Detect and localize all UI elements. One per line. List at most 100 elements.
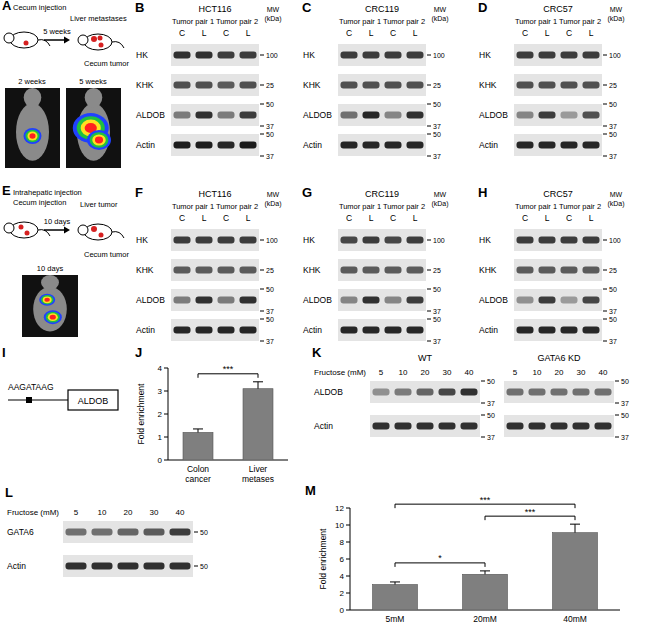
signal-blob — [87, 130, 111, 150]
mw-title: MW — [610, 6, 623, 13]
band — [439, 423, 456, 430]
lane-label: L — [413, 28, 418, 38]
band — [196, 142, 213, 149]
band — [551, 423, 568, 430]
injection-label: Cecum injection — [13, 198, 66, 207]
significance-label: *** — [480, 495, 491, 505]
tumor-label: Cecum tumor — [84, 250, 130, 259]
band — [385, 52, 402, 59]
band — [341, 297, 358, 304]
band — [218, 327, 235, 334]
signal-blob — [90, 132, 109, 148]
row-label: KHK — [136, 265, 154, 275]
blot-strip — [171, 289, 259, 311]
plot-area — [183, 382, 273, 460]
blot-strip — [514, 319, 602, 341]
band — [363, 327, 380, 334]
panel-letter: M — [305, 483, 316, 498]
cell-line: CRC57 — [543, 189, 573, 199]
row-label: Actin — [303, 140, 322, 150]
blot-strip — [514, 289, 602, 311]
mw-tick — [603, 240, 607, 241]
mw-label: 50 — [609, 131, 617, 138]
mw-tick — [427, 289, 431, 290]
band — [517, 267, 534, 274]
error-cap — [390, 581, 400, 582]
band — [385, 82, 402, 89]
dose-label: 20 — [555, 368, 564, 377]
mw-tick — [615, 415, 619, 416]
lane-label: C — [346, 213, 352, 223]
signal-blob — [24, 128, 42, 144]
band — [517, 327, 534, 334]
band — [407, 237, 424, 244]
panel-letter: B — [135, 0, 144, 15]
band — [561, 237, 578, 244]
mw-tick — [260, 289, 264, 290]
mw-tick — [427, 240, 431, 241]
mw-label: 25 — [433, 267, 441, 274]
pair-label: Tumor pair 2 — [383, 17, 425, 26]
mw-label: 50 — [621, 378, 629, 385]
bli-image — [5, 88, 60, 168]
mw-label: 37 — [266, 153, 274, 160]
y-tick — [346, 559, 350, 560]
mouse-head — [4, 223, 14, 233]
axis-title: Fructose (mM) — [314, 368, 366, 377]
lane-label: C — [522, 213, 528, 223]
y-tick — [346, 610, 350, 611]
band — [218, 52, 235, 59]
band — [118, 529, 139, 536]
significance-bracket — [395, 563, 485, 567]
mw-label: 50 — [609, 286, 617, 293]
lane-label: L — [413, 213, 418, 223]
mw-label: 50 — [266, 286, 274, 293]
band — [341, 52, 358, 59]
blot-strip — [514, 134, 602, 156]
pair-label: Tumor pair 1 — [515, 202, 557, 211]
motif-sequence: AAGATAAG — [8, 382, 54, 392]
lane-label: C — [223, 28, 229, 38]
row-label: Actin — [479, 325, 498, 335]
mw-tick — [260, 341, 264, 342]
band — [341, 142, 358, 149]
lane-label: L — [589, 213, 594, 223]
dose-label: 20 — [421, 368, 430, 377]
band — [539, 142, 556, 149]
band — [517, 52, 534, 59]
blot-strip — [338, 74, 426, 96]
lane-label: C — [179, 28, 185, 38]
group-title: GATA6 KD — [537, 353, 581, 363]
tumor-dot — [99, 233, 104, 238]
mw-label: 25 — [609, 267, 617, 274]
bar — [373, 585, 418, 611]
blot-strip — [504, 381, 614, 403]
row-label: ALDOB — [314, 387, 343, 397]
signal-blob — [92, 134, 105, 145]
injection-label: Cecum injection — [13, 3, 66, 12]
signal-blob — [95, 137, 103, 144]
band — [174, 52, 191, 59]
band — [539, 297, 556, 304]
band — [551, 389, 568, 396]
band — [218, 237, 235, 244]
band — [517, 297, 534, 304]
gene-label: ALDOB — [78, 396, 109, 406]
significance-label: *** — [223, 364, 234, 374]
x-tick-label: Coloncancer — [185, 464, 211, 484]
band — [595, 389, 612, 396]
band — [373, 423, 390, 430]
result-label: Liver tumor — [80, 200, 118, 209]
dose-label: 10 — [98, 508, 107, 517]
dose-label: 5 — [379, 368, 384, 377]
mw-tick — [260, 55, 264, 56]
mw-tick — [260, 319, 264, 320]
mw-label: 37 — [266, 123, 274, 130]
row-label: Actin — [303, 325, 322, 335]
mw-tick — [615, 437, 619, 438]
mw-tick — [427, 85, 431, 86]
band — [417, 423, 434, 430]
mouse-icon — [84, 34, 112, 50]
blot-strip — [514, 259, 602, 281]
row-label: KHK — [479, 80, 497, 90]
